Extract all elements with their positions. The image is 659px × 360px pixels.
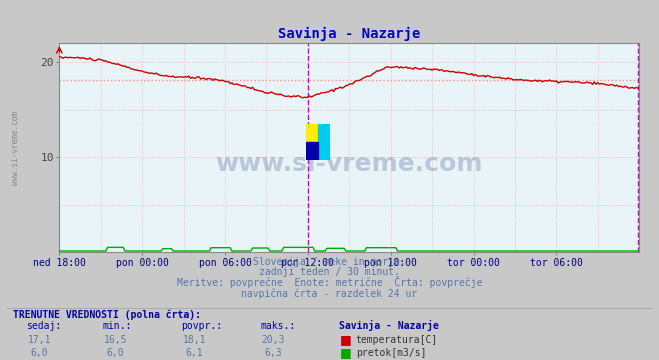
Text: 6,0: 6,0	[107, 348, 124, 358]
Text: zadnji teden / 30 minut.: zadnji teden / 30 minut.	[259, 267, 400, 278]
Text: povpr.:: povpr.:	[181, 321, 222, 332]
Text: pretok[m3/s]: pretok[m3/s]	[356, 348, 426, 358]
Text: 6,3: 6,3	[265, 348, 282, 358]
Bar	[306, 142, 318, 160]
Text: min.:: min.:	[102, 321, 132, 332]
Text: 20,3: 20,3	[262, 335, 285, 345]
Text: Slovenija / reke in morje.: Slovenija / reke in morje.	[253, 257, 406, 267]
Title: Savinja - Nazarje: Savinja - Nazarje	[278, 27, 420, 41]
Text: 6,0: 6,0	[31, 348, 48, 358]
Bar	[318, 124, 330, 160]
Text: Savinja - Nazarje: Savinja - Nazarje	[339, 320, 440, 332]
Text: 6,1: 6,1	[186, 348, 203, 358]
Text: www.si-vreme.com: www.si-vreme.com	[11, 111, 20, 185]
Text: sedaj:: sedaj:	[26, 321, 61, 332]
Text: www.si-vreme.com: www.si-vreme.com	[215, 152, 483, 176]
Text: navpična črta - razdelek 24 ur: navpična črta - razdelek 24 ur	[241, 288, 418, 299]
Text: TRENUTNE VREDNOSTI (polna črta):: TRENUTNE VREDNOSTI (polna črta):	[13, 309, 201, 320]
Text: ■: ■	[339, 346, 351, 359]
Text: maks.:: maks.:	[260, 321, 295, 332]
Text: 17,1: 17,1	[28, 335, 51, 345]
Text: Meritve: povprečne  Enote: metrične  Črta: povprečje: Meritve: povprečne Enote: metrične Črta:…	[177, 276, 482, 288]
Bar	[306, 124, 318, 142]
Text: 16,5: 16,5	[103, 335, 127, 345]
Text: 18,1: 18,1	[183, 335, 206, 345]
Text: temperatura[C]: temperatura[C]	[356, 335, 438, 345]
Text: ■: ■	[339, 333, 351, 346]
